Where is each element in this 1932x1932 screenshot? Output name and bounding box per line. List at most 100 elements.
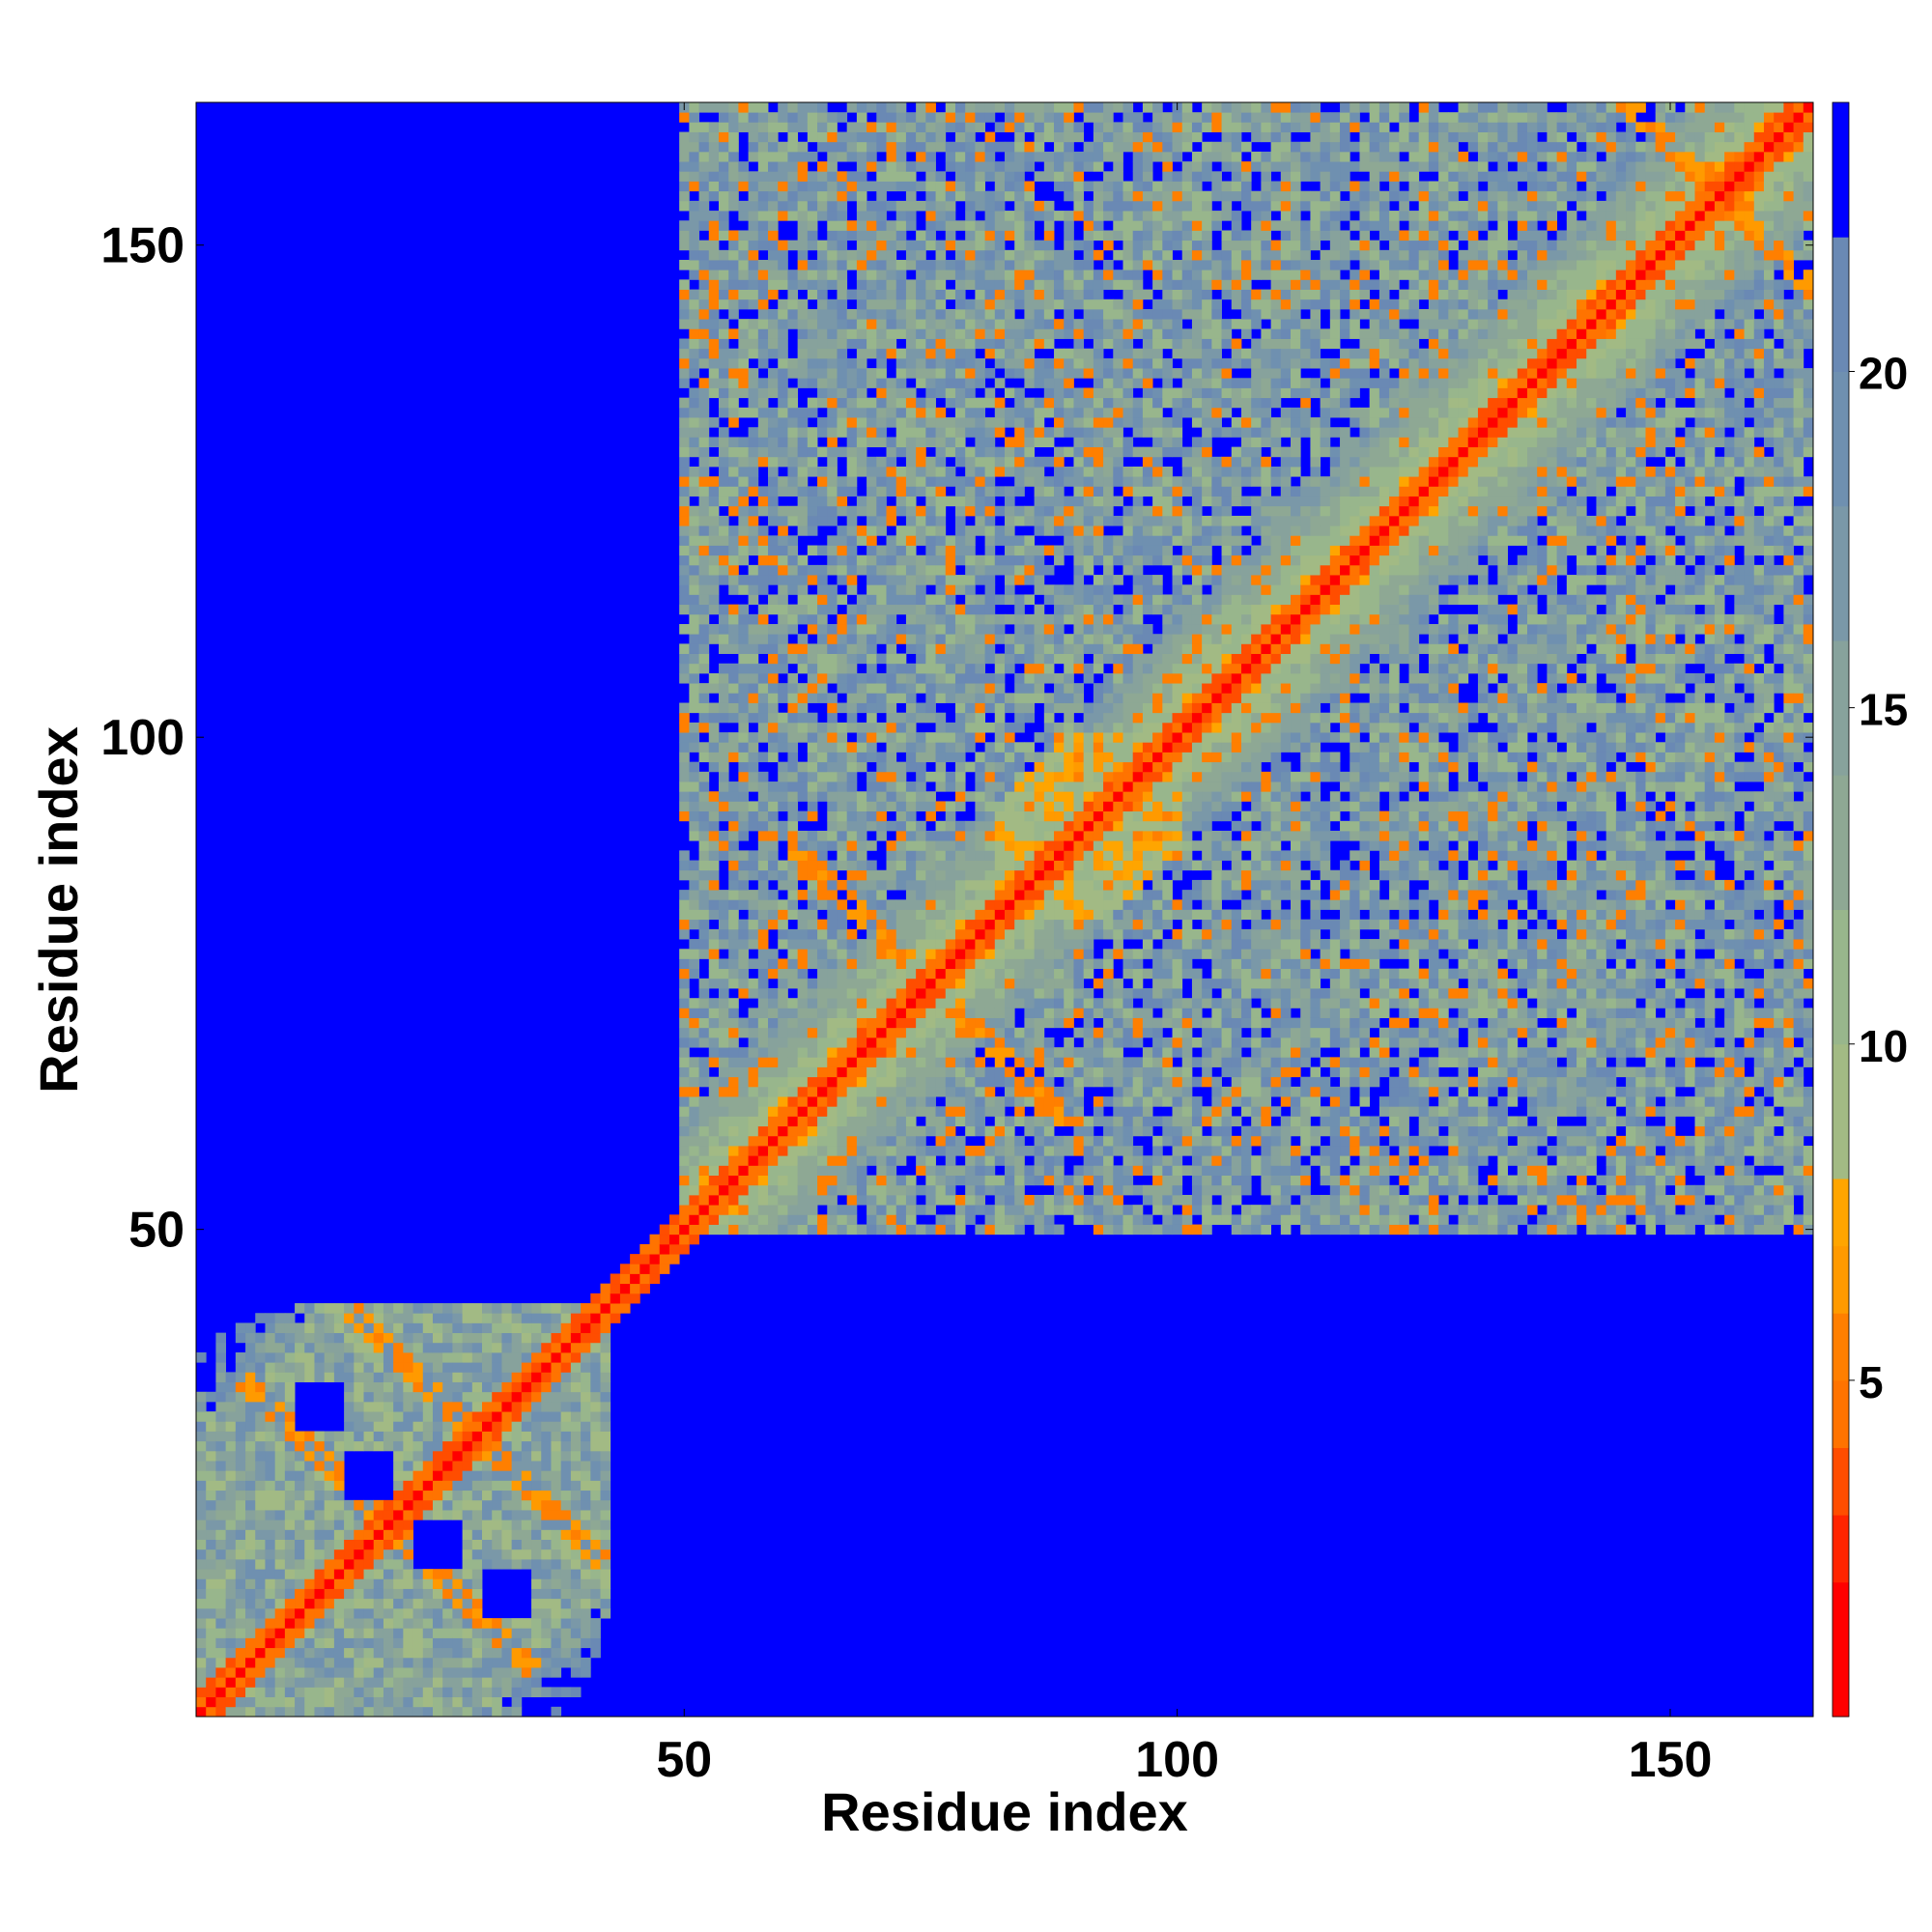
heatmap-cell [748,1214,759,1225]
heatmap-cell [965,387,976,399]
heatmap-cell [768,446,779,458]
heatmap-cell [975,1184,985,1196]
heatmap-cell [994,890,1006,900]
heatmap-cell [886,446,897,458]
heatmap-cell [551,1470,562,1481]
heatmap-cell [965,161,976,172]
heatmap-cell [295,1607,305,1619]
heatmap-cell [886,102,897,113]
heatmap-cell [807,781,818,792]
heatmap-cell [945,899,956,910]
heatmap-cell [531,1687,542,1698]
heatmap-cell [442,1618,453,1629]
heatmap-cell [679,200,690,212]
heatmap-cell [905,1086,917,1097]
heatmap-cell [560,1450,572,1462]
heatmap-cell [570,1510,582,1520]
heatmap-cell [333,1667,345,1678]
heatmap-cell [521,1520,532,1530]
heatmap-cell [600,1569,611,1579]
heatmap-cell [778,928,788,940]
heatmap-cell [492,1667,502,1678]
heatmap-cell [856,890,867,900]
heatmap-cell [778,1214,788,1225]
heatmap-cell [531,1342,542,1353]
heatmap-cell [757,722,769,733]
heatmap-cell [738,801,750,812]
heatmap-cell [757,387,769,399]
heatmap-cell [778,348,788,359]
heatmap-cell [225,1706,237,1718]
heatmap-cell [442,1637,453,1649]
heatmap-cell [581,1431,591,1442]
heatmap-cell [698,575,710,585]
heatmap-cell [728,1037,739,1048]
heatmap-cell [590,1569,601,1579]
heatmap-cell [442,1578,453,1589]
heatmap-cell [867,181,877,192]
heatmap-cell [590,1303,601,1314]
heatmap-cell [482,1558,493,1570]
heatmap-cell [718,298,729,310]
heatmap-cell [501,1706,513,1718]
heatmap-cell [954,1165,966,1176]
heatmap-cell [225,1628,237,1638]
heatmap-cell [905,161,917,172]
heatmap-cell [807,338,818,350]
heatmap-cell [570,1588,582,1600]
heatmap-cell [333,1569,345,1579]
heatmap-cell [895,1175,907,1186]
heatmap-cell [876,1027,887,1038]
heatmap-cell [689,604,699,615]
heatmap-cell [551,1578,562,1589]
heatmap-cell [255,1470,266,1481]
heatmap-cell [984,830,996,841]
heatmap-cell [738,830,750,841]
heatmap-cell [738,289,750,300]
heatmap-cell [778,407,788,418]
heatmap-cell [689,949,699,959]
heatmap-cell [768,702,779,714]
heatmap-cell [905,998,917,1009]
heatmap-cell [935,1175,947,1186]
heatmap-cell [945,624,956,635]
heatmap-cell [452,1440,463,1452]
heatmap-cell [895,1224,907,1236]
heatmap-cell [304,1461,315,1471]
heatmap-cell [698,1184,710,1196]
heatmap-cell [807,407,818,418]
heatmap-cell [837,624,848,635]
heatmap-cell [905,298,917,310]
heatmap-cell [895,594,907,606]
heatmap-cell [245,1637,256,1649]
heatmap-cell [886,319,897,329]
heatmap-cell [708,1027,720,1038]
heatmap-cell [718,141,729,153]
heatmap-cell [215,1696,227,1708]
heatmap-cell [945,594,956,606]
heatmap-cell [471,1657,483,1668]
heatmap-cell [965,584,976,595]
heatmap-cell [501,1372,513,1382]
heatmap-cell [787,1086,799,1097]
heatmap-cell [363,1657,375,1668]
heatmap-cell [324,1490,335,1501]
heatmap-cell [935,496,947,507]
heatmap-cell [393,1322,404,1334]
heatmap-cell [945,348,956,359]
heatmap-cell [581,1499,591,1511]
heatmap-cell [501,1450,513,1462]
heatmap-cell [698,1116,710,1127]
heatmap-cell [954,722,966,733]
heatmap-cell [935,594,947,606]
heatmap-cell [708,535,720,546]
heatmap-cell [778,761,788,773]
heatmap-cell [965,958,976,970]
heatmap-cell [768,1116,779,1127]
heatmap-cell [905,1008,917,1018]
heatmap-cell [462,1431,473,1442]
heatmap-cell [797,634,809,644]
heatmap-cell [471,1687,483,1698]
heatmap-cell [354,1539,364,1550]
heatmap-cell [895,968,907,980]
